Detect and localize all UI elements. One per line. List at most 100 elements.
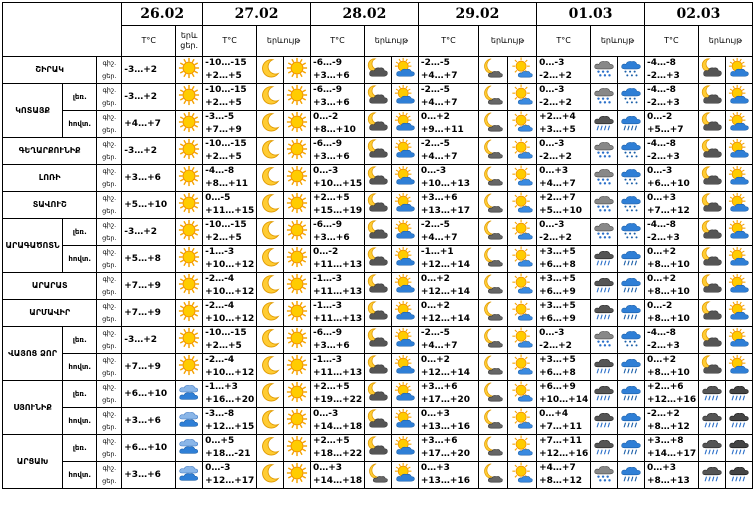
temperature-range: 0…-3 +12…+17 xyxy=(202,461,258,489)
sun-cloud-small-icon xyxy=(511,354,533,377)
temperature-value: +4…+7 xyxy=(121,110,177,138)
temp-header: T°C xyxy=(310,25,365,57)
cloud-moon-icon xyxy=(367,139,389,161)
temperature-range: -1…-3 +11…+13 xyxy=(310,272,365,300)
region-row: ԿՈՏԱՅՔ լեռ. գիշ. ցեր. -3…+2 -10…-15 +2…+5 -6…-9… xyxy=(1,83,754,138)
region-name: ՇԻՐԱԿ xyxy=(1,56,98,84)
temperature-range: -1…-3 +10…+12 xyxy=(202,245,258,273)
sun-cloud-small-icon xyxy=(511,84,533,107)
day-weather-cell xyxy=(390,434,419,462)
temperature-range: 0…-3 -2…+2 xyxy=(536,326,592,354)
region-name: ԱՐՑԱԽ xyxy=(1,434,64,489)
temperature-range: -2…+2 +8…+12 xyxy=(643,407,699,435)
day-weather-cell xyxy=(507,326,538,354)
day-weather-cell xyxy=(724,272,754,300)
cloud-moon-icon xyxy=(701,301,723,323)
phenomenon-header: երևույթ xyxy=(590,25,645,57)
day-weather-cell xyxy=(724,164,754,192)
day-weather-cell xyxy=(390,380,419,408)
weather-cell xyxy=(175,191,204,219)
snow-icon xyxy=(593,58,615,80)
temperature-range: +3…+6 +17…+20 xyxy=(417,380,480,408)
day-weather-cell xyxy=(390,272,419,300)
sun-cloud-small-icon xyxy=(511,408,533,431)
sun-cloud-icon xyxy=(394,84,416,107)
snow-blue-icon xyxy=(620,85,642,107)
snow-blue-icon xyxy=(620,166,642,188)
zone-label: հովտ. xyxy=(62,245,98,273)
cloud-moon-icon xyxy=(367,166,389,188)
region-row: ՍՅՈՒՆԻՔ լեռ. գիշ. ցեր. +6…+10 -1…+3 +16…+20 +2…… xyxy=(1,380,754,435)
night-weather-cell xyxy=(477,434,509,462)
day-weather-cell xyxy=(283,272,311,300)
temperature-value: -3…+2 xyxy=(121,218,177,246)
temperature-range: 0…+3 +8…+13 xyxy=(643,461,699,489)
day-weather-cell xyxy=(616,380,645,408)
snow-icon xyxy=(593,166,615,188)
temperature-range: -2…-4 +10…+12 xyxy=(202,353,258,381)
temperature-range: 0…+2 +8…+10 xyxy=(643,353,699,381)
zone-label: լեռ. xyxy=(62,380,98,408)
sun-icon xyxy=(178,192,200,215)
rain-icon xyxy=(593,112,615,134)
rain-blue-icon xyxy=(620,463,642,485)
temperature-range: -2…-5 +4…+7 xyxy=(417,218,480,246)
phenomenon-header: երևույթ xyxy=(256,25,311,57)
moon-icon xyxy=(259,355,281,377)
temperature-range: 0…-2 +5…+7 xyxy=(643,110,699,138)
day-weather-cell xyxy=(616,164,645,192)
snow-icon xyxy=(593,463,615,485)
sun-icon xyxy=(286,111,308,134)
day-weather-cell xyxy=(616,353,645,381)
sun-cloud-icon xyxy=(394,381,416,404)
night-weather-cell xyxy=(697,461,726,489)
night-weather-cell xyxy=(590,380,618,408)
night-weather-cell xyxy=(256,110,285,138)
night-day-label: գիշ. ցեր. xyxy=(96,272,123,300)
temperature-value: -3…+2 xyxy=(121,326,177,354)
temperature-range: -10…-15 +2…+5 xyxy=(202,83,258,111)
night-weather-cell xyxy=(256,164,285,192)
night-weather-cell xyxy=(477,353,509,381)
night-weather-cell xyxy=(697,110,726,138)
zone-label: հովտ. xyxy=(62,407,98,435)
night-day-label: գիշ. ցեր. xyxy=(96,56,123,84)
night-weather-cell xyxy=(256,56,285,84)
moon-icon xyxy=(259,166,281,188)
sun-icon xyxy=(286,219,308,242)
temperature-range: +4…+7 +8…+12 xyxy=(536,461,592,489)
day-weather-cell xyxy=(390,83,419,111)
zone-label: հովտ. xyxy=(62,461,98,489)
night-day-label: գիշ. ցեր. xyxy=(96,380,123,408)
temperature-value: +7…+9 xyxy=(121,353,177,381)
temperature-range: 0…+3 +13…+16 xyxy=(417,407,480,435)
sun-cloud-icon xyxy=(728,192,750,215)
sun-cloud-small-icon xyxy=(511,246,533,269)
temperature-range: +2…+7 +5…+10 xyxy=(536,191,592,219)
cloud-moon-icon xyxy=(701,139,723,161)
night-weather-cell xyxy=(697,407,726,435)
day-weather-cell xyxy=(507,461,538,489)
temperature-range: 0…+2 +8…+10 xyxy=(643,272,699,300)
sun-cloud-icon xyxy=(728,138,750,161)
region-name: ԱՐԱԳԱԾՈՏՆ xyxy=(1,218,64,273)
sun-cloud-icon xyxy=(394,300,416,323)
night-weather-cell xyxy=(697,353,726,381)
temperature-range: +2…+4 +3…+5 xyxy=(536,110,592,138)
rain-blue-icon xyxy=(620,112,642,134)
rain-icon xyxy=(701,436,723,458)
sun-cloud-small-icon xyxy=(511,435,533,458)
temperature-range: -1…+1 +12…+14 xyxy=(417,245,480,273)
sun-icon xyxy=(178,57,200,80)
temperature-range: -10…-15 +2…+5 xyxy=(202,137,258,165)
sun-cloud-icon xyxy=(394,192,416,215)
weather-cell xyxy=(175,164,204,192)
night-weather-cell xyxy=(477,245,509,273)
sun-cloud-small-icon xyxy=(511,273,533,296)
day-weather-cell xyxy=(616,110,645,138)
night-weather-cell xyxy=(590,407,618,435)
sun-cloud-icon xyxy=(394,57,416,80)
sun-cloud-small-icon xyxy=(511,57,533,80)
night-weather-cell xyxy=(697,191,726,219)
moon-cloud-small-icon xyxy=(367,463,389,485)
